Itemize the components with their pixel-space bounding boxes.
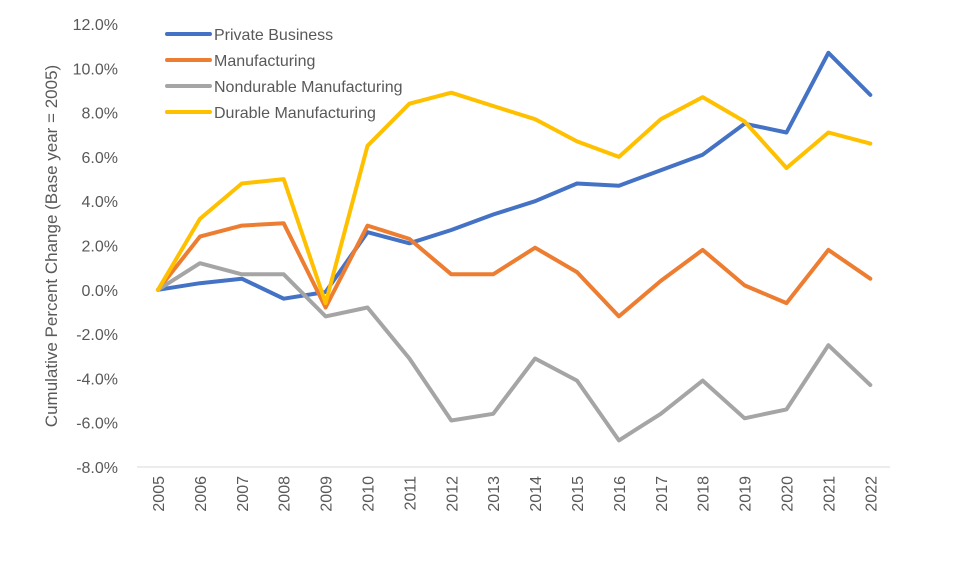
series-line-manufacturing	[156, 221, 873, 319]
x-tick-label: 2022	[863, 476, 880, 512]
x-tick-label: 2005	[151, 476, 168, 512]
x-tick-label: 2018	[696, 476, 713, 512]
y-tick-label: -4.0%	[76, 371, 118, 388]
x-tick-label: 2013	[486, 476, 503, 512]
legend-label: Nondurable Manufacturing	[214, 79, 403, 96]
y-tick-label: 10.0%	[73, 61, 118, 78]
legend-label: Manufacturing	[214, 53, 315, 70]
series-line-nondurable-manufacturing	[156, 261, 873, 443]
x-tick-label: 2010	[361, 476, 378, 512]
y-tick-label: 6.0%	[82, 150, 118, 167]
y-tick-label: 4.0%	[82, 194, 118, 211]
legend-label: Private Business	[214, 27, 333, 44]
y-tick-label: 12.0%	[73, 17, 118, 34]
series-line-durable-manufacturing	[156, 90, 873, 306]
legend: Private Business Manufacturing Nondurable …	[165, 27, 403, 122]
x-tick-label: 2021	[821, 476, 838, 512]
series-line-private-business	[156, 50, 873, 301]
series-lines	[156, 50, 873, 443]
x-tick-label: 2011	[402, 476, 419, 511]
y-tick-label: -8.0%	[76, 460, 118, 477]
x-axis-ticks: 2005 2006 2007 2008 2009 2010 2011 2012 2013 2014…	[151, 476, 880, 512]
x-tick-label: 2008	[277, 476, 294, 512]
x-tick-label: 2014	[528, 476, 545, 512]
y-axis-ticks: -8.0% -6.0% -4.0% -2.0% 0.0% 2.0% 4.0% 6.0% 8.0%…	[73, 17, 118, 477]
legend-label: Durable Manufacturing	[214, 105, 376, 122]
y-tick-label: -6.0%	[76, 416, 118, 433]
y-tick-label: 2.0%	[82, 239, 118, 256]
x-tick-label: 2020	[780, 476, 797, 512]
x-tick-label: 2012	[444, 476, 461, 512]
x-tick-label: 2017	[654, 476, 671, 512]
x-tick-label: 2019	[738, 476, 755, 512]
y-tick-label: 8.0%	[82, 106, 118, 123]
x-tick-label: 2015	[570, 476, 587, 512]
x-tick-label: 2006	[193, 476, 210, 512]
y-axis-label: Cumulative Percent Change (Base year = 2…	[42, 65, 61, 427]
x-tick-label: 2016	[612, 476, 629, 512]
y-tick-label: 0.0%	[82, 283, 118, 300]
y-tick-label: -2.0%	[76, 327, 118, 344]
x-tick-label: 2009	[319, 476, 336, 512]
x-tick-label: 2007	[235, 476, 252, 512]
